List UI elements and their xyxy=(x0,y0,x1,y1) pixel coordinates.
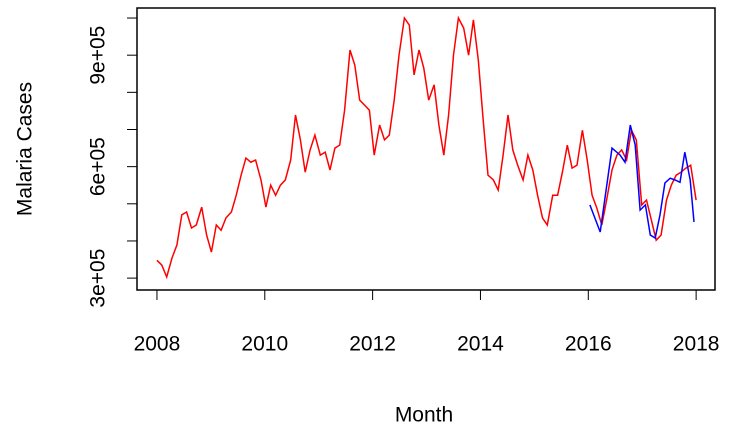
x-tick-label: 2016 xyxy=(565,333,612,356)
x-tick-label: 2014 xyxy=(457,333,504,356)
y-tick-label: 6e+05 xyxy=(87,137,110,196)
x-axis-title: Month xyxy=(395,404,453,427)
y-axis-title: Malaria Cases xyxy=(14,82,37,216)
x-tick-label: 2008 xyxy=(134,333,181,356)
x-tick-label: 2018 xyxy=(673,333,720,356)
x-tick-label: 2010 xyxy=(241,333,288,356)
line-series xyxy=(156,15,697,280)
x-tick-label: 2012 xyxy=(349,333,396,356)
line-series xyxy=(589,124,695,240)
y-tick-label: 3e+05 xyxy=(87,249,110,308)
plot-frame xyxy=(136,7,716,291)
y-tick-label: 9e+05 xyxy=(87,26,110,85)
